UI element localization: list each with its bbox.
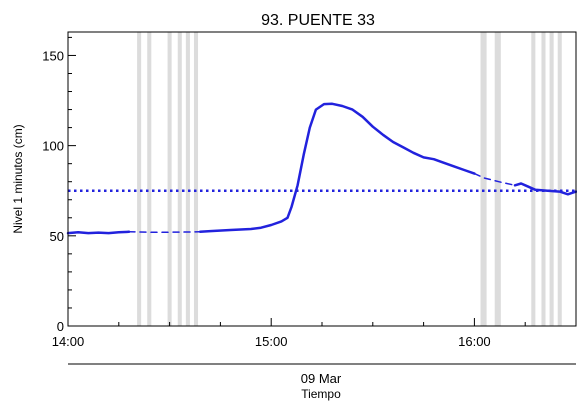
gap-band-7 — [494, 32, 501, 326]
x-tick-label-15:00: 15:00 — [255, 334, 288, 349]
gap-bands — [137, 32, 562, 326]
y-tick-label-150: 150 — [42, 48, 64, 63]
x-tick-label-14:00: 14:00 — [52, 334, 85, 349]
gap-band-4 — [185, 32, 190, 326]
chart-title: 93. PUENTE 33 — [261, 12, 375, 29]
series-line-1 — [128, 230, 201, 233]
y-axis-label: Nivel 1 minutos (cm) — [11, 124, 25, 233]
x-axis: 14:00 15:00 16:00 — [52, 318, 526, 349]
gap-band-2 — [167, 32, 172, 326]
gap-band-6 — [480, 32, 487, 326]
y-tick-label-0: 0 — [57, 319, 64, 334]
series-line-2 — [198, 102, 476, 233]
x-tick-label-16:00: 16:00 — [458, 334, 491, 349]
x-axis-label: Tiempo — [301, 387, 341, 401]
gap-band-3 — [177, 32, 182, 326]
series-line-3 — [473, 172, 516, 187]
y-tick-label-100: 100 — [42, 139, 64, 154]
y-tick-label-50: 50 — [50, 229, 64, 244]
gap-band-9 — [541, 32, 546, 326]
y-axis: 0 50 100 150 — [42, 36, 76, 334]
gap-band-1 — [147, 32, 152, 326]
gap-band-8 — [531, 32, 536, 326]
series-line-0 — [66, 230, 131, 235]
series-layer — [66, 102, 577, 235]
gap-band-11 — [557, 32, 562, 326]
series-line-4 — [513, 182, 577, 196]
gap-band-5 — [193, 32, 199, 326]
date-label: 09 Mar — [301, 371, 342, 386]
gap-band-10 — [549, 32, 554, 326]
gap-band-0 — [137, 32, 142, 326]
